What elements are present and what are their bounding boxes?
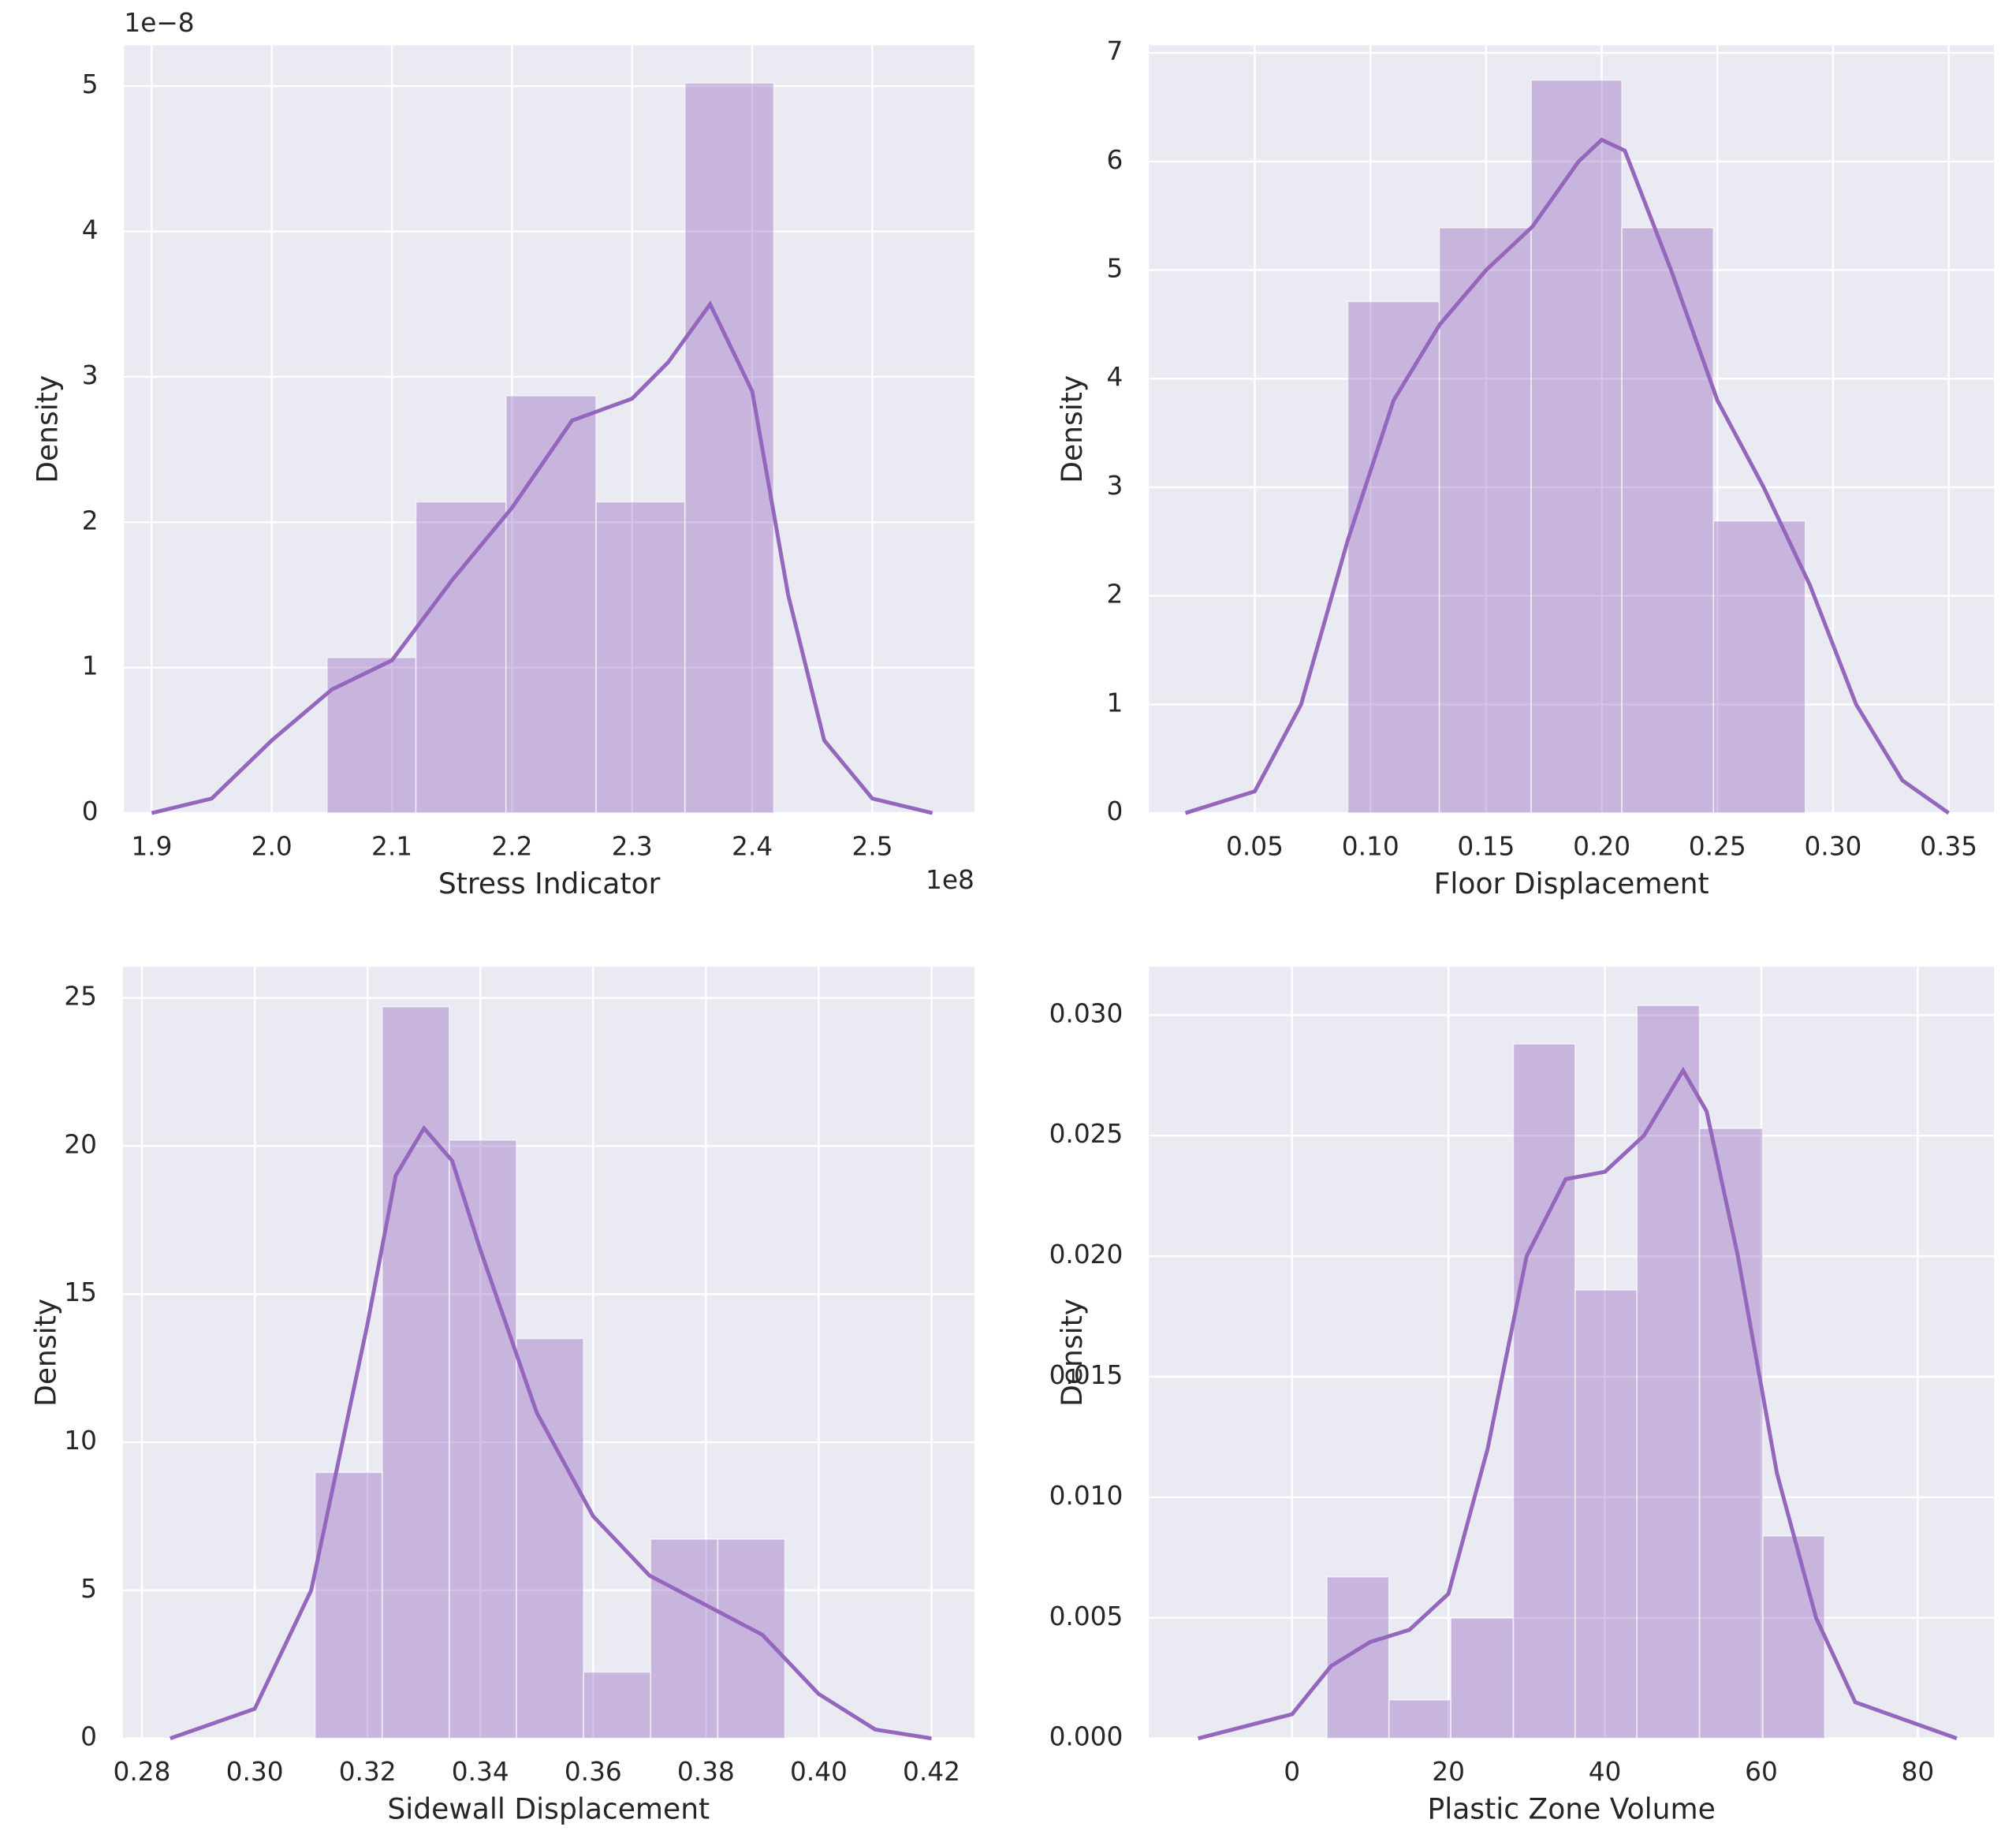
x-tick-label: 0.36: [565, 1757, 622, 1787]
bar: [1574, 1289, 1638, 1739]
x-tick-label: 0.30: [226, 1757, 284, 1787]
bar: [717, 1538, 786, 1739]
y-tick-label: 5: [1107, 254, 1124, 284]
bar: [1762, 1535, 1826, 1739]
bar: [1450, 1616, 1515, 1739]
x-tick-label: 0.25: [1689, 831, 1746, 861]
kde-line: [151, 300, 933, 815]
bar: [415, 501, 507, 814]
y-tick-label: 2: [82, 505, 99, 535]
y-tick-label: 0: [80, 1722, 97, 1752]
bar: [1438, 227, 1532, 814]
x-tick-label: 2.4: [732, 831, 773, 861]
y-tick-label: 1: [82, 651, 99, 681]
x-tick-label: 0.34: [452, 1757, 509, 1787]
plot-background: [124, 45, 974, 814]
bar: [1636, 1005, 1701, 1739]
bar: [1512, 1043, 1576, 1739]
y-tick-label: 10: [64, 1426, 97, 1456]
plot-background: [122, 967, 974, 1739]
x-axis-label: Plastic Zone Volume: [1427, 1792, 1715, 1825]
x-tick-label: 20: [1432, 1757, 1465, 1787]
bar: [650, 1538, 719, 1739]
y-tick-label: 0.015: [1049, 1360, 1124, 1390]
bar: [583, 1671, 652, 1739]
y-tick-label: 5: [82, 69, 99, 99]
y-tick-label: 1: [1107, 688, 1124, 718]
y-tick-label: 0.010: [1049, 1481, 1124, 1511]
x-tick-label: 0.35: [1920, 831, 1977, 861]
x-tick-label: 0.42: [903, 1757, 960, 1787]
x-tick-label: 0.32: [339, 1757, 397, 1787]
y-tick-label: 25: [64, 982, 97, 1012]
x-tick-label: 2.1: [371, 831, 412, 861]
y-offset-label: 1e−8: [124, 8, 194, 38]
x-tick-label: 2.0: [252, 831, 293, 861]
bar: [1621, 227, 1715, 814]
y-tick-label: 0.030: [1049, 998, 1124, 1028]
bar: [314, 1471, 383, 1739]
x-offset-label: 1e8: [926, 865, 974, 895]
x-tick-label: 0.10: [1342, 831, 1399, 861]
x-tick-label: 0.38: [677, 1757, 735, 1787]
y-tick-label: 0.025: [1049, 1119, 1124, 1149]
x-axis-label: Floor Displacement: [1434, 867, 1709, 900]
x-tick-label: 0.30: [1804, 831, 1861, 861]
bar: [381, 1006, 450, 1739]
x-tick-label: 2.3: [612, 831, 653, 861]
y-tick-label: 0.005: [1049, 1601, 1124, 1631]
x-tick-label: 80: [1902, 1757, 1935, 1787]
bar: [1388, 1698, 1451, 1739]
y-tick-label: 0.000: [1049, 1722, 1124, 1752]
y-axis-label: Density: [1056, 1299, 1089, 1407]
bar: [516, 1337, 584, 1739]
y-tick-label: 4: [1107, 362, 1124, 392]
bar: [1347, 300, 1440, 814]
x-tick-label: 0.40: [790, 1757, 848, 1787]
bar: [684, 82, 775, 814]
bar: [1326, 1575, 1390, 1739]
x-tick-label: 2.2: [491, 831, 532, 861]
x-tick-label: 60: [1745, 1757, 1778, 1787]
kde-line: [170, 1124, 932, 1741]
bar: [1530, 79, 1623, 814]
y-tick-label: 0: [82, 796, 99, 826]
y-axis-label: Density: [31, 375, 64, 483]
bar: [326, 656, 417, 814]
x-tick-label: 0.20: [1573, 831, 1630, 861]
y-axis-label: Density: [30, 1299, 63, 1407]
bar: [505, 395, 597, 814]
y-tick-label: 0.020: [1049, 1240, 1124, 1269]
y-tick-label: 3: [82, 360, 99, 390]
y-tick-label: 7: [1107, 36, 1124, 66]
x-tick-label: 0.15: [1457, 831, 1515, 861]
x-axis-label: Sidewall Displacement: [387, 1792, 710, 1825]
x-tick-label: 1.9: [131, 831, 172, 861]
x-tick-label: 2.5: [851, 831, 892, 861]
kde-line: [1197, 1066, 1958, 1741]
y-tick-label: 5: [80, 1574, 97, 1604]
y-tick-label: 3: [1107, 471, 1124, 501]
y-tick-label: 6: [1107, 145, 1124, 175]
y-tick-label: 0: [1107, 796, 1124, 826]
y-axis-label: Density: [1056, 375, 1089, 483]
x-tick-label: 0.28: [114, 1757, 171, 1787]
y-tick-label: 4: [82, 214, 99, 244]
y-tick-label: 2: [1107, 580, 1124, 610]
x-tick-label: 40: [1589, 1757, 1622, 1787]
x-tick-label: 0.05: [1226, 831, 1284, 861]
x-tick-label: 0: [1284, 1757, 1300, 1787]
plot-background: [1149, 967, 1995, 1739]
y-tick-label: 20: [64, 1129, 97, 1159]
x-axis-label: Stress Indicator: [438, 867, 661, 900]
bar: [595, 501, 686, 814]
y-tick-label: 15: [64, 1277, 97, 1307]
bar: [1712, 520, 1806, 814]
bar: [449, 1139, 517, 1739]
kde-line: [1184, 137, 1951, 815]
